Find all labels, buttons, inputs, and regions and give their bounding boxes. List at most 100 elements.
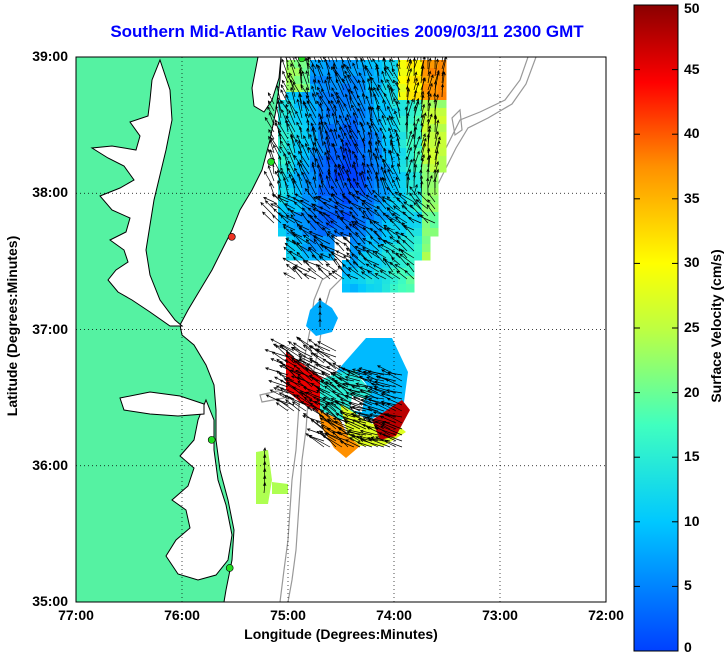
velocity-cell <box>302 124 311 133</box>
velocity-arrow <box>382 257 394 273</box>
velocity-arrow <box>412 173 416 189</box>
velocity-arrow <box>359 439 385 448</box>
velocity-arrow <box>351 391 373 400</box>
velocity-cell <box>374 172 383 181</box>
velocity-arrow <box>362 417 385 430</box>
velocity-cell <box>366 268 375 277</box>
velocity-arrow <box>434 149 439 168</box>
velocity-cell <box>414 220 423 229</box>
velocity-arrow <box>301 392 319 406</box>
velocity-cell <box>390 76 399 85</box>
velocity-cell <box>310 220 319 229</box>
velocity-cell <box>302 116 311 125</box>
velocity-arrow <box>347 429 373 436</box>
velocity-cell <box>382 148 391 157</box>
velocity-cell <box>374 228 383 237</box>
velocity-arrow <box>382 99 387 112</box>
velocity-arrow <box>392 178 401 196</box>
velocity-cell <box>398 276 407 285</box>
velocity-arrow <box>316 164 324 182</box>
velocity-arrow <box>391 164 401 182</box>
velocity-cell <box>294 60 303 69</box>
velocity-arrow <box>406 158 413 175</box>
velocity-arrow <box>336 119 345 133</box>
velocity-cell <box>414 140 423 149</box>
velocity-arrow <box>372 58 380 70</box>
velocity-cell <box>350 236 359 245</box>
velocity-arrow <box>301 70 310 91</box>
velocity-arrow <box>339 440 355 448</box>
velocity-arrow <box>349 206 359 217</box>
velocity-cell <box>422 220 431 229</box>
velocity-cell <box>342 228 351 237</box>
velocity-cell <box>390 172 399 181</box>
velocity-arrow <box>303 386 319 394</box>
velocity-cell <box>334 228 343 237</box>
velocity-cell <box>382 180 391 189</box>
velocity-cell <box>306 300 338 336</box>
velocity-arrow <box>341 367 367 376</box>
velocity-cell <box>358 180 367 189</box>
velocity-arrow <box>357 94 366 112</box>
velocity-arrow <box>395 100 401 119</box>
velocity-arrow <box>335 241 345 252</box>
velocity-arrow <box>297 172 303 189</box>
velocity-arrow <box>378 118 387 133</box>
velocity-arrow <box>318 121 324 140</box>
velocity-cell <box>406 108 415 117</box>
velocity-arrow <box>345 258 359 273</box>
velocity-arrow <box>308 180 317 196</box>
colorbar-tick-label: 20 <box>684 383 700 400</box>
velocity-arrow <box>317 267 331 280</box>
velocity-cell <box>414 252 423 261</box>
velocity-arrow <box>360 398 379 406</box>
velocity-cell <box>350 180 359 189</box>
velocity-arrow <box>368 241 380 252</box>
velocity-cell <box>390 108 399 117</box>
velocity-arrow <box>397 57 401 70</box>
radar-stations <box>207 57 306 572</box>
velocity-arrow <box>354 143 366 161</box>
velocity-cell <box>374 124 383 133</box>
velocity-cell <box>326 84 335 93</box>
velocity-arrow <box>335 201 352 210</box>
velocity-cell <box>286 220 295 229</box>
map-title: Southern Mid-Atlantic Raw Velocities 200… <box>110 22 584 41</box>
velocity-cell <box>326 188 335 197</box>
albemarle-sound <box>119 391 205 417</box>
velocity-cell <box>318 244 327 253</box>
velocity-arrow <box>267 100 275 112</box>
velocity-cell <box>286 116 295 125</box>
velocity-arrow <box>317 64 324 77</box>
velocity-arrow <box>339 410 361 418</box>
velocity-cell <box>358 140 367 149</box>
velocity-arrow <box>347 57 352 63</box>
velocity-arrow <box>388 114 394 126</box>
velocity-arrow <box>420 90 425 105</box>
velocity-arrow <box>281 108 289 126</box>
velocity-cell <box>406 276 415 285</box>
velocity-cell <box>294 108 303 117</box>
velocity-cell <box>390 84 399 93</box>
velocity-arrow <box>334 257 345 273</box>
velocity-arrow <box>311 85 317 98</box>
velocity-arrow <box>348 402 373 412</box>
velocity-arrow <box>271 351 289 364</box>
velocity-arrow <box>413 57 419 70</box>
velocity-arrow <box>434 168 440 182</box>
velocity-cell <box>390 268 399 277</box>
velocity-arrow <box>398 248 408 259</box>
velocity-arrow <box>296 336 313 352</box>
velocity-arrow <box>264 349 289 358</box>
velocity-cell <box>390 164 399 173</box>
x-tick-label: 76:00 <box>164 607 200 623</box>
velocity-arrow <box>285 161 289 175</box>
velocity-cell <box>406 212 415 221</box>
velocity-cell <box>294 236 303 245</box>
velocity-arrow <box>269 139 275 154</box>
velocity-arrow <box>349 406 367 412</box>
velocity-cell <box>350 284 359 293</box>
velocity-arrow <box>364 183 373 196</box>
velocity-arrow <box>293 364 313 382</box>
velocity-cell <box>342 84 351 93</box>
